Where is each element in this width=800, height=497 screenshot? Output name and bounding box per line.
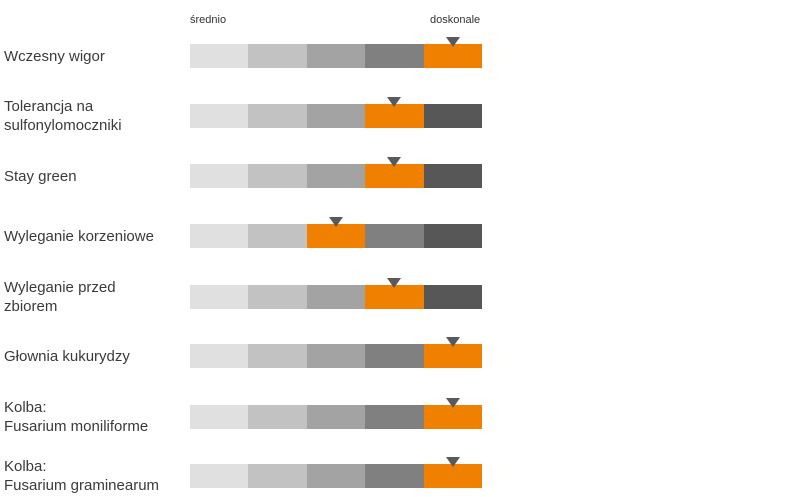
rating-segment <box>423 344 483 368</box>
rating-segment <box>306 224 366 248</box>
rating-segment <box>248 164 307 188</box>
rating-bar <box>190 278 483 309</box>
rating-marker-icon <box>387 278 402 288</box>
rating-segment <box>190 44 249 68</box>
rating-marker-icon <box>445 398 460 408</box>
rating-segment <box>248 405 307 429</box>
trait-label: Kolba: Fusarium graminearum <box>4 457 184 495</box>
rating-bar <box>190 457 483 488</box>
rating-segment <box>423 164 483 188</box>
rating-segment <box>365 464 424 488</box>
rating-segment <box>365 164 424 188</box>
trait-label: Wyleganie korzeniowe <box>4 227 184 246</box>
rating-marker-icon <box>387 157 402 167</box>
scale-max-label: doskonale <box>430 14 481 26</box>
trait-label-line: Kolba: <box>4 458 47 475</box>
rating-segment <box>190 344 249 368</box>
trait-label: Tolerancja na sulfonylomoczniki <box>4 97 184 135</box>
rating-segment <box>248 344 307 368</box>
rating-segment <box>365 44 424 68</box>
rating-segment <box>423 44 483 68</box>
rating-segment <box>423 405 483 429</box>
rating-segment <box>306 344 366 368</box>
rating-segment <box>306 405 366 429</box>
trait-label-line: Głownia kukurydzy <box>4 347 130 365</box>
trait-label-line: Fusarium graminearum <box>4 477 160 494</box>
rating-segment <box>190 224 249 248</box>
rating-segment <box>423 224 483 248</box>
trait-label-line: Fusarium moniliforme <box>4 418 149 435</box>
rating-bar <box>190 37 483 68</box>
trait-label: Stay green <box>4 167 184 186</box>
rating-marker-icon <box>387 97 402 107</box>
rating-segment <box>248 285 307 309</box>
rating-marker-icon <box>445 37 460 47</box>
rating-bar <box>190 97 483 128</box>
trait-label: Kolba: Fusarium moniliforme <box>4 398 184 436</box>
trait-label: Wczesny wigor <box>4 47 184 66</box>
trait-label-line: Wczesny wigor <box>4 47 105 65</box>
scale-min-label: średnio <box>190 14 227 26</box>
rating-segment <box>423 104 483 128</box>
trait-label: Wyleganie przed zbiorem <box>4 278 184 316</box>
rating-segment <box>306 44 366 68</box>
rating-marker-icon <box>329 217 343 227</box>
trait-label-line: Tolerancja na <box>4 98 94 115</box>
trait-label-line: Wyleganie przed <box>4 279 116 296</box>
rating-segment <box>365 285 424 309</box>
rating-bar <box>190 398 483 429</box>
rating-segment <box>248 224 307 248</box>
rating-bar <box>190 337 483 368</box>
rating-segment <box>423 464 483 488</box>
rating-segment <box>190 164 249 188</box>
rating-segment <box>190 464 249 488</box>
trait-label: Głownia kukurydzy <box>4 347 184 366</box>
rating-segment <box>365 344 424 368</box>
rating-segment <box>306 164 366 188</box>
rating-bar <box>190 217 483 248</box>
rating-segment <box>248 464 307 488</box>
rating-segment <box>306 104 366 128</box>
rating-segment <box>365 405 424 429</box>
rating-marker-icon <box>445 457 460 467</box>
rating-segment <box>190 104 249 128</box>
rating-segment <box>190 405 249 429</box>
trait-label-line: sulfonylomoczniki <box>4 117 122 134</box>
trait-label-line: Wyleganie korzeniowe <box>4 227 154 245</box>
rating-segment <box>306 285 366 309</box>
rating-bar <box>190 157 483 188</box>
rating-segment <box>365 104 424 128</box>
trait-label-line: Kolba: <box>4 399 47 416</box>
rating-segment <box>248 104 307 128</box>
trait-label-line: zbiorem <box>4 298 58 315</box>
trait-label-line: Stay green <box>4 167 77 185</box>
rating-marker-icon <box>445 337 460 347</box>
rating-segment <box>306 464 366 488</box>
rating-segment <box>190 285 249 309</box>
rating-segment <box>365 224 424 248</box>
rating-segment <box>248 44 307 68</box>
rating-segment <box>423 285 483 309</box>
